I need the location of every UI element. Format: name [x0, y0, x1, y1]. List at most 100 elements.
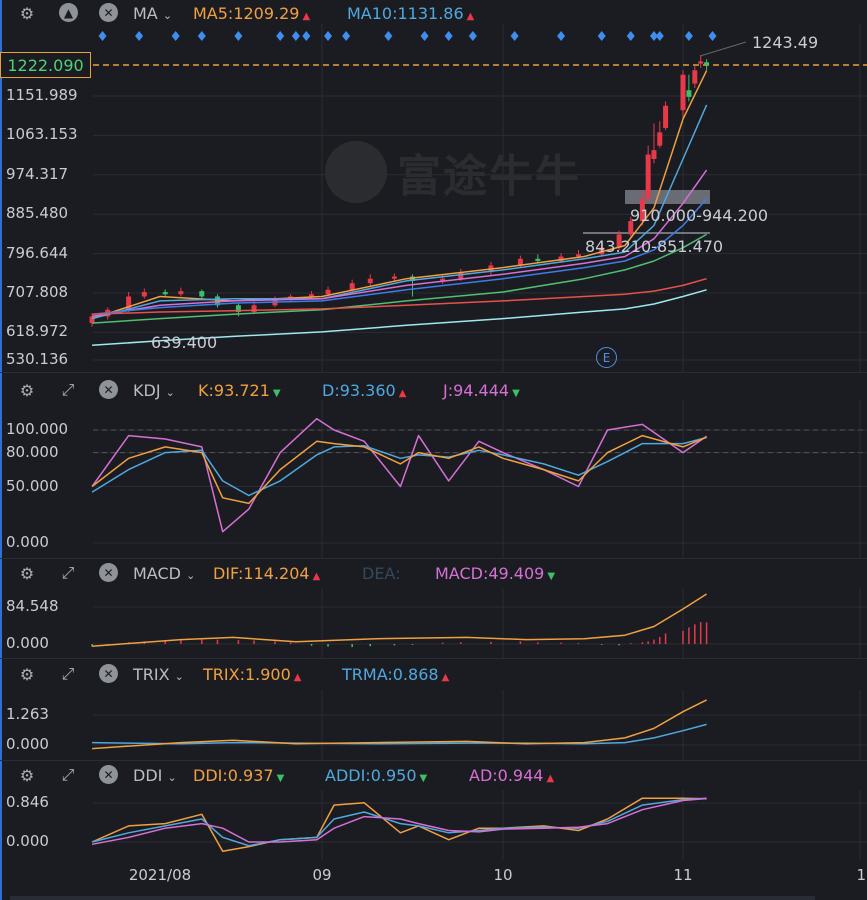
event-badge[interactable]: E [596, 347, 617, 368]
event-diamond [98, 31, 107, 41]
kdj-d-line [91, 436, 707, 497]
ad-value: AD:0.944 ▲ [469, 765, 555, 785]
expand-icon[interactable]: ⤢ [61, 765, 75, 784]
event-diamond [384, 31, 393, 41]
event-diamond [197, 31, 206, 41]
ma-line-ma250 [92, 289, 707, 346]
indicator-selector[interactable]: MACD ⌄ [133, 563, 196, 583]
candle-body [391, 276, 397, 279]
chevron-down-icon: ⌄ [165, 385, 175, 399]
trix-line [92, 699, 707, 750]
candle-body [367, 278, 373, 284]
expand-icon[interactable]: ⤢ [61, 380, 75, 399]
candle-body [639, 198, 645, 222]
candle-body [162, 292, 168, 295]
expand-icon[interactable]: ⤢ [61, 563, 75, 582]
gear-icon[interactable]: ⚙ [19, 765, 35, 785]
indicator-selector[interactable]: MA ⌄ [133, 3, 173, 23]
y-tick-label: 796.644 [6, 243, 69, 262]
close-icon[interactable]: ✕ [99, 3, 118, 22]
y-tick-label: 974.317 [6, 164, 69, 183]
gear-icon[interactable]: ⚙ [19, 3, 35, 23]
down-triangle-icon: ▼ [272, 387, 281, 399]
high-price-annotation: 1243.49 [752, 33, 819, 52]
candle-body [698, 61, 704, 64]
horizontal-scrollbar [10, 896, 815, 900]
candle-body [558, 256, 564, 261]
collapse-up-icon[interactable]: ▲ [59, 3, 78, 22]
divider [0, 658, 867, 659]
event-diamond [342, 31, 351, 41]
candle-body [657, 132, 663, 146]
y-tick-label: 84.548 [6, 597, 59, 615]
event-diamond [324, 31, 333, 41]
ddi-line [91, 797, 707, 852]
ma-line-ma5 [91, 70, 708, 320]
expand-icon[interactable]: ⤢ [61, 664, 75, 683]
dea-value: DEA: [362, 563, 401, 583]
divider [0, 558, 867, 559]
candle-body [517, 258, 523, 266]
gear-icon[interactable]: ⚙ [19, 380, 35, 400]
candle-body [535, 258, 541, 261]
candle-body [440, 278, 446, 281]
event-diamond [171, 31, 180, 41]
indicator-selector[interactable]: KDJ ⌄ [133, 380, 175, 400]
y-tick-label: 707.808 [6, 283, 69, 301]
up-triangle-icon: ▲ [293, 671, 302, 683]
candle-body [251, 305, 257, 312]
up-triangle-icon: ▲ [312, 570, 321, 582]
ma-line-ma20 [91, 169, 708, 318]
ma-line-ma120 [92, 277, 707, 315]
grid [93, 24, 867, 860]
indicator-selector[interactable]: TRIX ⌄ [133, 664, 184, 684]
candle-body [141, 292, 147, 297]
up-triangle-icon: ▲ [302, 10, 311, 22]
trix-trma-line [92, 723, 707, 745]
y-tick-label: 1.263 [6, 705, 49, 723]
price-zone-label: 843.210-851.470 [585, 237, 724, 256]
ma5-value: MA5:1209.29 ▲ [193, 3, 311, 23]
down-triangle-icon: ▼ [419, 772, 428, 784]
candle-body [575, 254, 581, 257]
low-price-annotation: 639.400 [151, 333, 218, 352]
y-tick-label: 0.846 [6, 793, 49, 811]
price-zone-label: 910.000-944.200 [630, 206, 769, 225]
close-icon[interactable]: ✕ [99, 380, 118, 399]
high-price-leader [699, 41, 747, 57]
event-diamond [655, 31, 664, 41]
y-tick-label: 0.000 [6, 634, 49, 652]
candle-body [309, 294, 315, 297]
chevron-down-icon: ⌄ [186, 568, 196, 582]
event-diamond [276, 31, 285, 41]
j-value: J:94.444 ▼ [443, 380, 520, 400]
watermark: 富途牛牛 [325, 140, 581, 204]
gear-icon[interactable]: ⚙ [19, 563, 35, 583]
macd-value: MACD:49.409 ▼ [435, 563, 556, 583]
event-diamond [468, 31, 477, 41]
event-diamond [234, 31, 243, 41]
candle-body [89, 316, 95, 324]
close-icon[interactable]: ✕ [99, 664, 118, 683]
close-icon[interactable]: ✕ [99, 563, 118, 582]
watermark-text: 富途牛牛 [397, 151, 581, 202]
event-diamond [444, 31, 453, 41]
ma-line-ma60 [92, 233, 707, 324]
candle-body [199, 291, 205, 297]
indicator-selector[interactable]: DDI ⌄ [133, 765, 177, 785]
event-diamond [135, 31, 144, 41]
y-tick-label: 0.000 [6, 533, 49, 551]
x-tick-label: 12 [856, 866, 867, 884]
price-zone-box [625, 190, 710, 204]
k-value: K:93.721 ▼ [198, 380, 281, 400]
close-icon[interactable]: ✕ [99, 765, 118, 784]
candle-body [214, 296, 220, 306]
event-diamond [684, 31, 693, 41]
gear-icon[interactable]: ⚙ [19, 664, 35, 684]
y-tick-label: 50.000 [6, 476, 59, 495]
candle-body [704, 62, 710, 65]
candle-body [349, 283, 355, 290]
macd-dif-line [92, 593, 708, 647]
up-triangle-icon: ▲ [398, 387, 407, 399]
